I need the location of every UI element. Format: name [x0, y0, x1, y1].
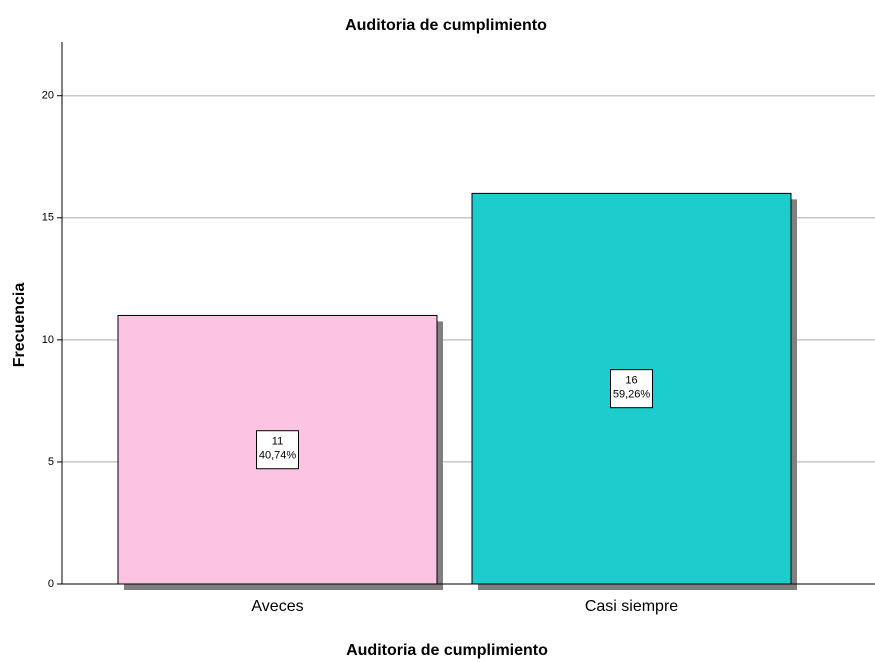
- y-tick-label: 0: [48, 578, 54, 590]
- x-axis-title: Auditoria de cumplimiento: [346, 642, 548, 659]
- data-label-percent: 40,74%: [259, 450, 297, 462]
- x-tick-label: Aveces: [251, 598, 303, 615]
- y-axis-title: Frecuencia: [11, 283, 28, 368]
- data-label: 11: [272, 436, 283, 448]
- data-label-box: [610, 369, 653, 409]
- data-label-box: [256, 430, 299, 470]
- data-label: 16: [625, 375, 637, 387]
- x-tick-label: Casi siempre: [585, 598, 678, 615]
- y-tick-label: 10: [42, 334, 54, 346]
- chart-title: Auditoria de cumplimiento: [345, 17, 547, 34]
- y-tick-label: 20: [42, 90, 54, 102]
- data-label-percent: 59,26%: [613, 389, 651, 401]
- y-tick-label: 5: [48, 456, 54, 468]
- y-tick-label: 15: [42, 212, 54, 224]
